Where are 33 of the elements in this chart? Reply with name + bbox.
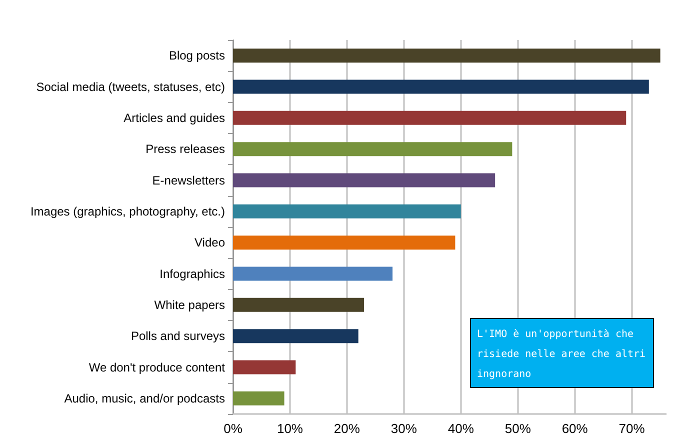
y-tick-label: Press releases xyxy=(146,142,225,156)
x-tick-label: 50% xyxy=(504,421,532,436)
bar xyxy=(233,298,364,312)
bar xyxy=(233,236,456,250)
y-tick-label: Video xyxy=(194,236,226,250)
y-tick-label: Social media (tweets, statuses, etc) xyxy=(36,80,225,94)
y-tick-label: Audio, music, and/or podcasts xyxy=(64,391,225,406)
x-tick-label: 30% xyxy=(390,421,418,436)
x-tick-label: 60% xyxy=(562,421,588,436)
bar xyxy=(233,329,358,344)
y-tick-label: White papers xyxy=(154,298,225,312)
y-tick-label: E-newsletters xyxy=(152,173,225,188)
y-tick-label: Images (graphics, photography, etc.) xyxy=(30,204,225,218)
y-tick-label: Infographics xyxy=(160,266,225,281)
bar xyxy=(233,48,660,63)
bar xyxy=(233,266,393,281)
y-tick-label: Polls and surveys xyxy=(130,329,225,344)
x-tick-label: 0% xyxy=(224,421,243,436)
x-tick-label: 40% xyxy=(448,421,474,436)
bar xyxy=(233,204,461,218)
x-tick-label: 20% xyxy=(334,421,360,436)
y-tick-label: We don't produce content xyxy=(88,360,226,374)
y-tick-label: Blog posts xyxy=(168,48,225,63)
bar xyxy=(233,142,512,156)
x-tick-label: 70% xyxy=(618,421,646,436)
bar xyxy=(233,173,496,188)
bar xyxy=(233,110,626,125)
x-tick-label: 10% xyxy=(276,421,304,436)
bar xyxy=(233,391,284,406)
bar xyxy=(233,80,649,94)
callout-box: L'IMO è un'opportunità che risiede nelle aree che altri ingnorano xyxy=(470,318,654,388)
bar xyxy=(233,360,296,374)
y-tick-label: Articles and guides xyxy=(124,110,225,125)
